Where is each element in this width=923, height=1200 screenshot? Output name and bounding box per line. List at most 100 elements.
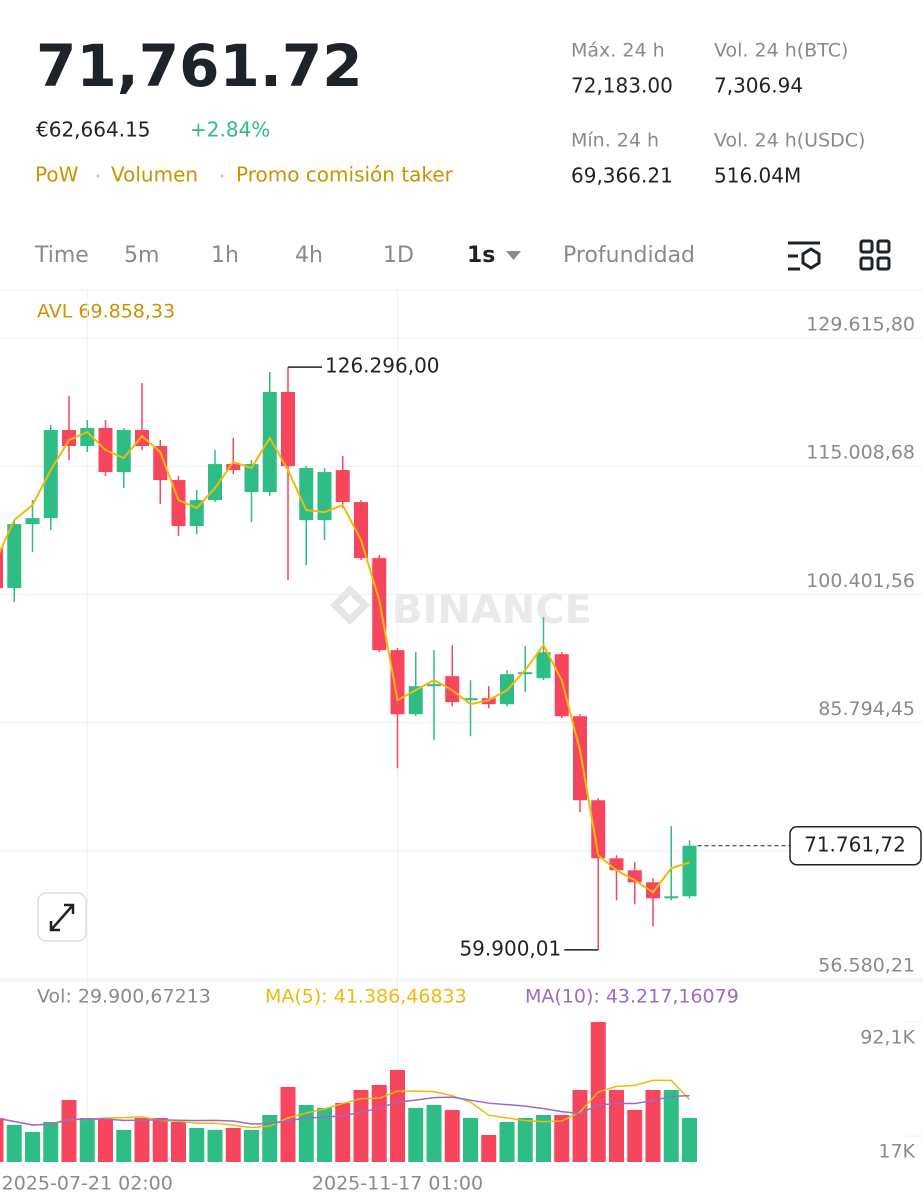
candle-body (463, 698, 478, 701)
volume-bar (244, 1129, 259, 1162)
volume-bar (536, 1114, 551, 1162)
volume-bar (335, 1102, 351, 1162)
watermark: BINANCE (330, 585, 592, 633)
tab[interactable]: 1D (383, 243, 414, 268)
candle-body (335, 470, 350, 503)
volume-bar (189, 1127, 205, 1162)
y-tick-label: 115.008,68 (806, 442, 915, 464)
stat-value: 516.04M (714, 164, 801, 188)
candle-body (281, 392, 295, 467)
volume-ma-line (0, 1095, 690, 1126)
stat-value: 69,366.21 (571, 164, 673, 188)
volume-bar (408, 1107, 424, 1162)
high-label: 126.296,00 (325, 354, 440, 378)
tag[interactable]: PoW (35, 163, 79, 187)
volume-bar (426, 1104, 442, 1162)
candle-body (536, 652, 551, 679)
volume-bar (444, 1109, 460, 1162)
volume-bar (390, 1069, 405, 1162)
tab[interactable]: 1h (211, 243, 239, 268)
candle-body (591, 800, 606, 859)
tab[interactable]: Time (34, 243, 89, 268)
stat-label: Vol. 24 h(USDC) (714, 130, 865, 152)
volume-bar (663, 1089, 679, 1162)
current-price-box (789, 826, 922, 866)
volume-bar (225, 1127, 241, 1162)
volume-legend: MA(5): 41.386,46833 (265, 986, 467, 1008)
layout-icon[interactable] (859, 239, 891, 271)
volume-bar (79, 1117, 95, 1162)
candle-body (43, 430, 58, 519)
stat-label: Máx. 24 h (571, 40, 665, 62)
volume-bar (572, 1089, 588, 1162)
volume-bar (353, 1089, 369, 1162)
volume-bar (517, 1117, 533, 1162)
volume-bar (627, 1109, 643, 1162)
volume-bar (682, 1117, 697, 1162)
candle-body (262, 392, 277, 493)
volume-ma-line (0, 1079, 691, 1129)
candle-body (554, 654, 569, 717)
candle-body (354, 502, 368, 559)
avl-label: AVL 69.858,33 (37, 301, 175, 323)
stat-value: 72,183.00 (571, 74, 673, 98)
volume-bar (116, 1129, 132, 1162)
separator (220, 174, 224, 178)
candle-body (153, 446, 168, 481)
candle-body (518, 672, 533, 675)
volume-tick-label: 92,1K (860, 1027, 915, 1049)
tag[interactable]: Volumen (111, 163, 198, 187)
last-price: 71,761.72 (36, 32, 363, 100)
fiat-price: €62,664.15 (36, 118, 151, 142)
volume-legend: Vol: 29.900,67213 (37, 986, 211, 1008)
tab[interactable]: Profundidad (563, 243, 695, 268)
candle-body (25, 518, 40, 525)
separator (96, 174, 100, 178)
candle-body (682, 845, 697, 897)
volume-bar (152, 1117, 168, 1162)
volume-bar (43, 1121, 59, 1162)
expand-button[interactable] (37, 892, 87, 942)
candle-body (226, 464, 241, 471)
volume-bar (171, 1121, 186, 1162)
volume-legend: MA(10): 43.217,16079 (525, 986, 739, 1008)
stat-label: Mín. 24 h (571, 130, 659, 152)
volume-bar (499, 1121, 515, 1162)
candle-body (135, 430, 149, 447)
x-tick-label: 2025-11-17 01:00 (312, 1173, 483, 1195)
candle-body (0, 548, 3, 589)
tab[interactable]: 5m (124, 243, 159, 268)
plot: 2025-07-21 02:00 2025-11-17 01:00 56.580,2… (0, 290, 923, 1195)
tab-active[interactable]: 1s (467, 243, 495, 268)
tag[interactable]: Promo comisión taker (236, 163, 454, 187)
ma-line (0, 430, 690, 894)
volume-bar (280, 1086, 296, 1162)
volume-bar (0, 1117, 4, 1162)
volume-bar (481, 1134, 497, 1162)
candle-body (390, 650, 405, 715)
candle-body (244, 464, 259, 493)
change: +2.84% (190, 118, 270, 142)
dropdown-arrow[interactable] (506, 251, 521, 260)
candle-body (7, 524, 22, 589)
settings-icon[interactable] (788, 241, 821, 271)
volume-bar (554, 1114, 570, 1162)
volume-bar (25, 1131, 40, 1162)
y-tick-label: 129.615,80 (806, 314, 915, 336)
low-label: 59.900,01 (459, 936, 561, 960)
volume-bar (463, 1117, 478, 1162)
volume-bar (61, 1099, 77, 1162)
candle-body (317, 472, 332, 521)
volume-bar (371, 1084, 387, 1162)
y-tick-label: 100.401,56 (806, 570, 915, 592)
volume-bar (98, 1117, 113, 1162)
candle-body (116, 430, 131, 473)
candle-body (609, 858, 624, 871)
volume-bar (207, 1129, 223, 1162)
volume-bar (6, 1124, 22, 1162)
tab[interactable]: 4h (295, 243, 323, 268)
volume-bar (609, 1089, 624, 1162)
candle-body (427, 684, 441, 687)
volume-bar (645, 1089, 661, 1162)
